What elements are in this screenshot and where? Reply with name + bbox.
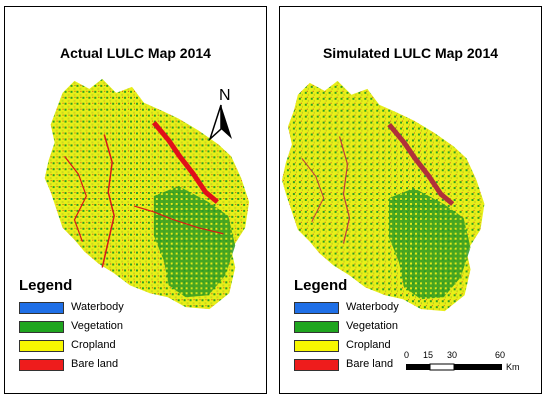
scale-tick-label: 15: [423, 350, 434, 360]
waterbody-swatch: [294, 302, 339, 314]
waterbody-swatch: [19, 302, 64, 314]
legend-label: Cropland: [346, 339, 391, 351]
actual-lulc-map: [44, 78, 250, 310]
river-main: [151, 121, 219, 204]
scale-tick-label: 30: [447, 350, 458, 360]
cropland-swatch: [294, 340, 339, 352]
cropland-swatch: [19, 340, 64, 352]
legend-title: Legend: [19, 277, 73, 294]
vegetation-swatch: [19, 321, 64, 333]
legend-label: Cropland: [71, 339, 116, 351]
river-branch: [64, 155, 88, 242]
scale-unit: Km: [506, 362, 520, 372]
legend-label: Waterbody: [346, 301, 399, 313]
simulated-lulc-map: [281, 80, 485, 312]
scale-bar: 0 15 30 60 Km: [402, 350, 527, 380]
scale-tick-label: 0: [404, 350, 410, 360]
north-arrow-icon: [208, 104, 232, 141]
river-branch: [301, 158, 325, 223]
legend-label: Bare land: [346, 358, 394, 370]
vegetation-area: [389, 188, 471, 300]
river-branch: [133, 205, 224, 235]
legend-title: Legend: [294, 277, 348, 294]
bare-land-swatch: [294, 359, 339, 371]
scale-bar-graphic: [406, 363, 502, 371]
scale-tick-label: 60: [495, 350, 506, 360]
simulated-map-panel: Simulated LULC Map 2014 Legend Waterbody…: [279, 6, 542, 394]
north-label: N: [219, 87, 231, 104]
legend-label: Vegetation: [71, 320, 123, 332]
river-branch: [338, 136, 351, 244]
bare-land-swatch: [19, 359, 64, 371]
map-title: Actual LULC Map 2014: [60, 45, 211, 61]
legend-label: Bare land: [71, 358, 119, 370]
legend-label: Vegetation: [346, 320, 398, 332]
map-title: Simulated LULC Map 2014: [322, 45, 499, 61]
river-main: [387, 122, 455, 206]
vegetation-area: [153, 186, 236, 298]
legend-label: Waterbody: [71, 301, 124, 313]
river-branch: [101, 134, 115, 268]
vegetation-swatch: [294, 321, 339, 333]
actual-map-panel: Actual LULC Map 2014 N Legend Waterbody …: [4, 6, 267, 394]
